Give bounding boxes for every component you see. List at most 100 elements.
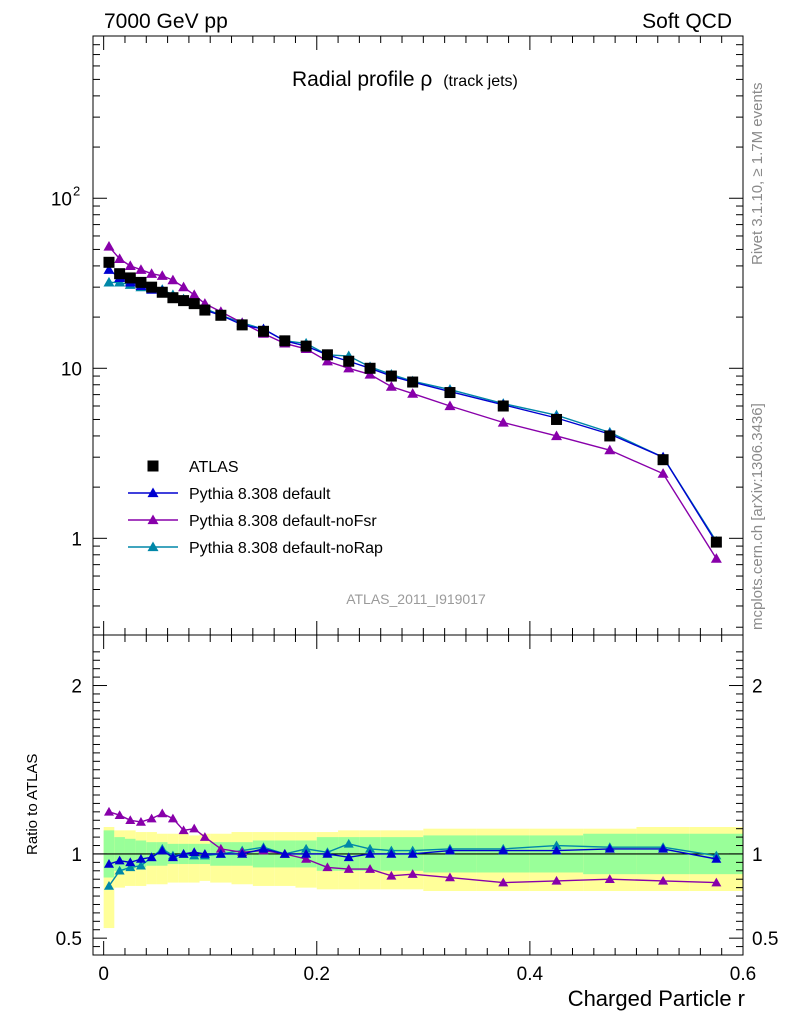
- ratio-y-tick-label-right: 2: [752, 677, 763, 698]
- ratio-point-noFsr: [189, 823, 200, 833]
- atlas-data-point: [497, 400, 509, 412]
- legend: ATLAS Pythia 8.308 default Pythia 8.308 de…: [128, 459, 383, 557]
- ratio-point-default: [103, 859, 114, 868]
- series-point-noFsr: [321, 355, 333, 366]
- ratio-point-noFsr: [444, 872, 455, 882]
- ratio-point-noRap: [551, 840, 562, 850]
- ratio-point-noRap: [365, 843, 376, 853]
- ratio-point-default: [407, 848, 418, 858]
- ratio-y-tick-label-right: 0.5: [752, 929, 778, 950]
- legend-label: Pythia 8.308 default: [189, 486, 331, 503]
- x-tick-label: 0: [98, 964, 109, 985]
- y-tick-label: 1: [71, 529, 82, 550]
- series-point-noFsr: [124, 260, 136, 271]
- atlas-data-point: [236, 319, 248, 331]
- y-tick-label-exponent: 2: [73, 183, 80, 198]
- ratio-point-noFsr: [386, 870, 397, 880]
- chart-title: Radial profile ρ (track jets): [292, 68, 518, 91]
- series-point-noFsr: [178, 281, 190, 292]
- series-point-noFsr: [385, 381, 397, 391]
- analysis-watermark: ATLAS_2011_I919017: [346, 591, 486, 607]
- atlas-data-point: [604, 430, 616, 442]
- y-tick-label: 10: [51, 189, 72, 210]
- ratio-point-default: [178, 848, 189, 858]
- atlas-data-point: [156, 286, 168, 298]
- ratio-point-default: [498, 845, 509, 855]
- atlas-data-point: [343, 355, 355, 367]
- x-tick-label: 0.4: [517, 964, 544, 985]
- ratio-point-noFsr: [135, 816, 146, 826]
- ratio-point-noFsr: [604, 874, 615, 883]
- ratio-point-default: [343, 852, 354, 862]
- series-point-noFsr: [497, 416, 509, 427]
- ratio-point-noFsr: [322, 862, 333, 872]
- ratio-point-noRap: [343, 838, 354, 848]
- ratio-point-noFsr: [125, 815, 136, 825]
- x-tick-label: 0.2: [304, 964, 330, 985]
- legend-marker-atlas: [147, 460, 159, 472]
- ratio-series-layer: [103, 806, 722, 890]
- ratio-y-tick-label-right: 1: [752, 845, 763, 866]
- legend-marker-default: [147, 487, 159, 498]
- main-series-layer: [103, 241, 722, 563]
- series-point-noFsr: [604, 444, 616, 455]
- ratio-point-noFsr: [167, 813, 178, 823]
- series-point-noFsr: [444, 400, 456, 411]
- series-point-noFsr: [551, 430, 563, 441]
- ratio-point-noRap: [103, 880, 114, 890]
- atlas-data-point: [135, 276, 147, 288]
- ratio-point-noRap: [135, 860, 146, 870]
- ratio-point-noFsr: [146, 813, 157, 823]
- atlas-data-point: [710, 536, 722, 548]
- series-point-default: [103, 264, 115, 274]
- series-point-noFsr: [343, 362, 355, 373]
- atlas-data-point: [551, 413, 563, 425]
- ratio-point-default: [322, 848, 333, 858]
- side-text-top: Rivet 3.1.10, ≥ 1.7M events: [749, 83, 766, 266]
- legend-label: Pythia 8.308 default-noRap: [189, 540, 383, 557]
- ratio-point-default: [114, 855, 125, 865]
- chart-title-main: Radial profile ρ: [292, 68, 432, 91]
- legend-label: Pythia 8.308 default-noFsr: [189, 513, 377, 530]
- atlas-data-point: [257, 325, 269, 337]
- series-point-noFsr: [156, 270, 168, 280]
- ratio-point-noFsr: [301, 854, 312, 863]
- series-point-noFsr: [103, 241, 115, 251]
- atlas-data-point: [188, 298, 200, 310]
- atlas-data-point: [321, 349, 333, 361]
- ratio-point-noFsr: [215, 843, 226, 853]
- atlas-data-point: [300, 340, 312, 352]
- series-line-noFsr: [108, 246, 717, 559]
- ratio-point-noFsr: [103, 806, 114, 816]
- ratio-point-default: [199, 848, 210, 858]
- series-point-noFsr: [657, 468, 669, 478]
- ratio-point-default: [301, 848, 312, 858]
- atlas-data-point: [124, 272, 136, 284]
- chart-title-suffix: (track jets): [443, 73, 518, 90]
- ratio-plot-frame: [92, 634, 744, 956]
- ratio-point-default: [658, 843, 669, 853]
- atlas-data-point: [215, 309, 227, 321]
- ratio-point-default: [444, 845, 455, 855]
- atlas-data-point: [114, 268, 126, 280]
- series-point-noFsr: [146, 268, 158, 278]
- ratio-y-axis-label: Ratio to ATLAS: [24, 754, 41, 855]
- ratio-point-noFsr: [551, 875, 562, 885]
- side-text-bottom: mcplots.cern.ch [arXiv:1306.3436]: [749, 403, 766, 630]
- ratio-y-tick-label: 1: [71, 845, 82, 866]
- ratio-point-default: [157, 845, 168, 855]
- ratio-point-default: [215, 848, 226, 858]
- x-tick-label: 0.6: [730, 964, 756, 985]
- ratio-point-default: [604, 843, 615, 853]
- series-point-noFsr: [114, 253, 126, 264]
- atlas-data-point: [279, 335, 291, 347]
- ratio-point-noFsr: [157, 808, 168, 818]
- atlas-data-point: [146, 281, 158, 293]
- ratio-point-noFsr: [658, 875, 669, 885]
- header-left: 7000 GeV pp: [104, 10, 228, 33]
- ratio-point-default: [551, 845, 562, 855]
- series-point-noRap: [103, 276, 115, 287]
- ratio-point-default: [711, 854, 722, 863]
- atlas-data-point: [178, 295, 190, 307]
